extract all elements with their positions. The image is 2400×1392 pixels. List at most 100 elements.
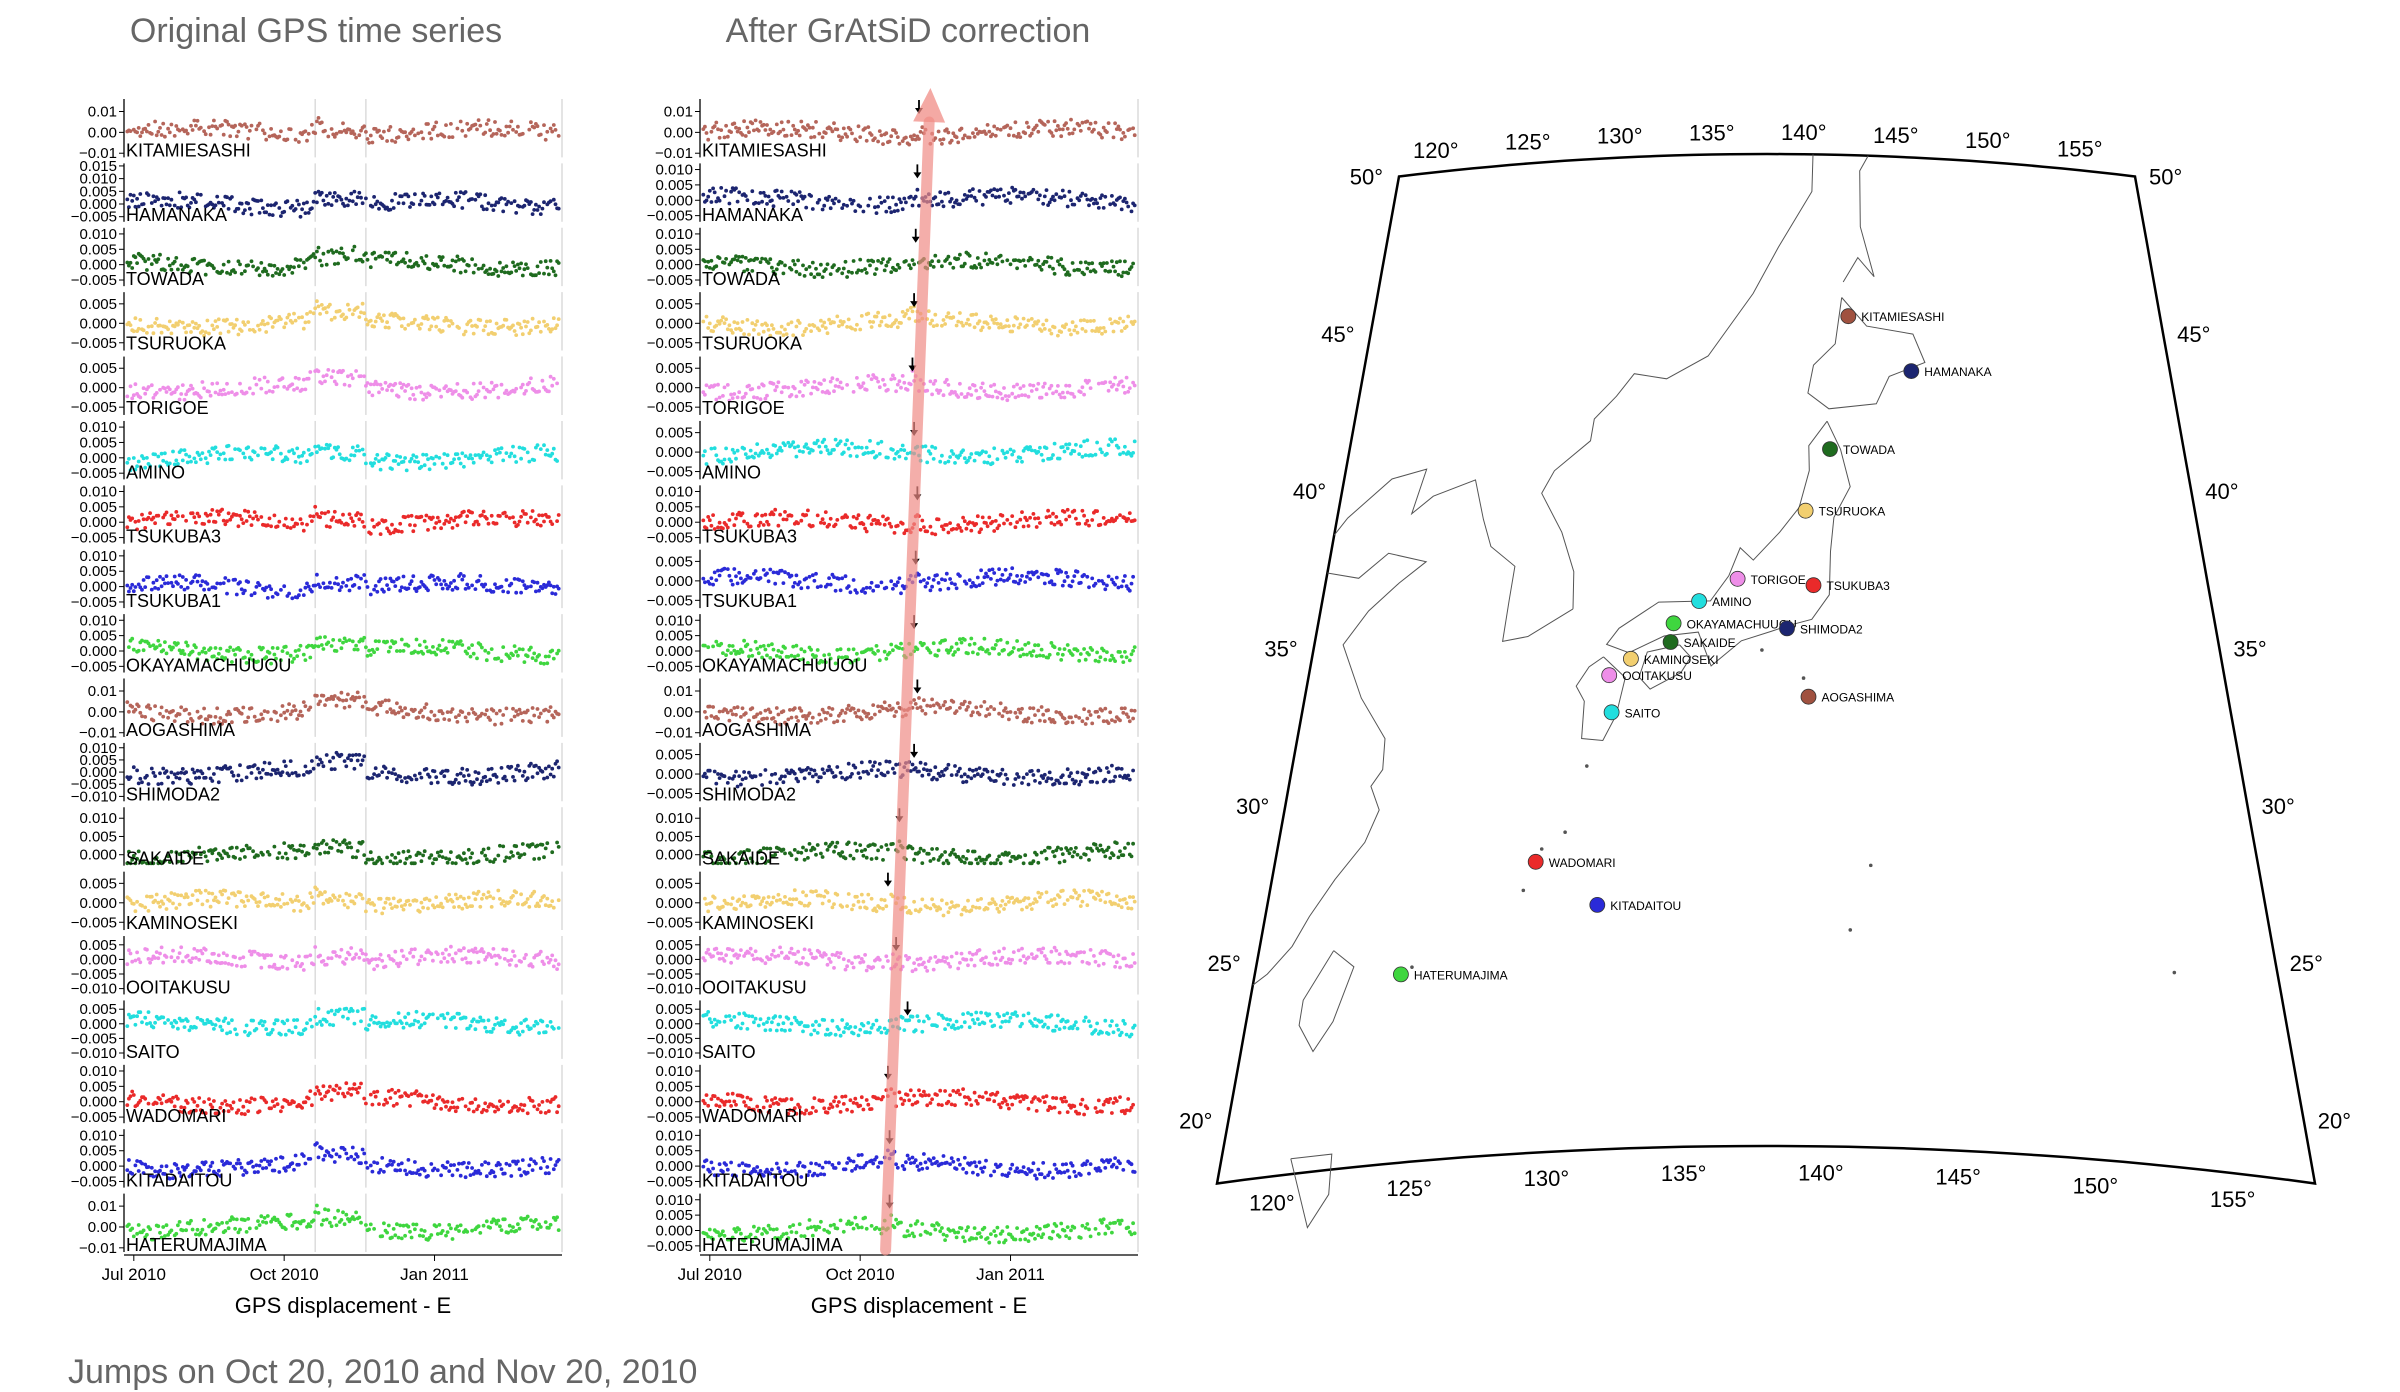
data-point <box>172 203 177 208</box>
data-point <box>861 209 866 214</box>
data-point <box>274 710 278 715</box>
data-point <box>413 192 417 197</box>
data-point <box>998 127 1003 132</box>
data-point <box>303 129 308 134</box>
data-point <box>368 850 373 855</box>
data-point <box>737 126 742 131</box>
data-point <box>494 521 499 526</box>
data-point <box>399 1094 404 1099</box>
data-point <box>349 758 354 763</box>
data-point <box>359 763 363 767</box>
data-point <box>138 192 143 196</box>
data-point <box>346 905 350 910</box>
data-point <box>316 444 321 449</box>
data-point <box>416 323 421 328</box>
data-point <box>990 193 995 198</box>
data-point <box>499 196 504 201</box>
data-point <box>321 764 326 769</box>
data-point <box>386 453 391 458</box>
data-point <box>246 1217 251 1221</box>
data-point <box>439 901 443 906</box>
data-point <box>434 652 439 657</box>
data-point <box>450 526 455 530</box>
data-point <box>337 638 342 643</box>
data-point <box>1098 132 1103 137</box>
data-point <box>350 753 355 758</box>
data-point <box>174 124 179 128</box>
data-point <box>378 896 383 901</box>
data-point <box>195 1016 200 1020</box>
data-point <box>280 965 285 969</box>
data-point <box>941 137 946 142</box>
data-point <box>551 584 556 589</box>
data-point <box>352 583 357 587</box>
data-point <box>737 190 742 195</box>
data-point <box>385 855 389 860</box>
data-point <box>1041 201 1046 206</box>
data-point <box>153 956 158 960</box>
data-point <box>409 456 414 461</box>
data-point <box>163 858 167 863</box>
station-label: KITADAITOU <box>126 1171 232 1191</box>
data-point <box>169 122 174 127</box>
data-point <box>447 520 452 524</box>
data-point <box>424 513 429 518</box>
data-point <box>962 133 967 138</box>
data-point <box>192 770 197 775</box>
data-point <box>399 1161 404 1166</box>
data-point <box>406 1224 411 1229</box>
data-point <box>202 522 207 526</box>
data-point <box>332 895 337 900</box>
data-point <box>215 657 220 661</box>
data-point <box>553 592 558 596</box>
data-point <box>375 963 380 968</box>
data-point <box>216 392 221 397</box>
data-point <box>507 900 512 904</box>
data-point <box>841 202 846 207</box>
data-point <box>323 703 327 707</box>
data-point <box>1069 198 1073 203</box>
data-point <box>424 896 429 901</box>
data-point <box>308 514 313 518</box>
data-point <box>275 318 280 323</box>
data-point <box>440 1229 445 1233</box>
data-point <box>496 447 501 451</box>
data-point <box>341 368 345 373</box>
data-point <box>226 391 231 395</box>
data-point <box>236 129 241 134</box>
data-point <box>323 850 327 855</box>
data-point <box>357 133 362 138</box>
data-point <box>128 1094 133 1099</box>
data-point <box>409 777 414 782</box>
data-point <box>944 127 949 132</box>
data-point <box>148 644 153 649</box>
data-point <box>287 591 291 596</box>
data-point <box>373 766 378 771</box>
data-point <box>198 1231 203 1235</box>
data-point <box>509 718 514 722</box>
data-point <box>303 387 308 392</box>
data-point <box>393 711 398 716</box>
data-point <box>449 1105 453 1110</box>
data-point <box>310 122 314 127</box>
data-point <box>535 707 540 711</box>
data-point <box>128 861 133 866</box>
data-point <box>344 842 349 846</box>
data-point <box>419 859 424 864</box>
data-point <box>341 1091 345 1096</box>
data-point <box>532 458 537 462</box>
data-point <box>530 1168 535 1172</box>
data-point <box>126 1012 131 1017</box>
data-point <box>949 197 954 201</box>
data-point <box>465 768 470 772</box>
data-point <box>989 188 993 193</box>
data-point <box>265 772 270 776</box>
data-point <box>532 125 537 130</box>
data-point <box>328 759 332 764</box>
data-point <box>355 849 360 853</box>
data-point <box>419 198 424 203</box>
data-point <box>551 123 556 127</box>
data-point <box>243 323 247 327</box>
data-point <box>136 326 141 331</box>
